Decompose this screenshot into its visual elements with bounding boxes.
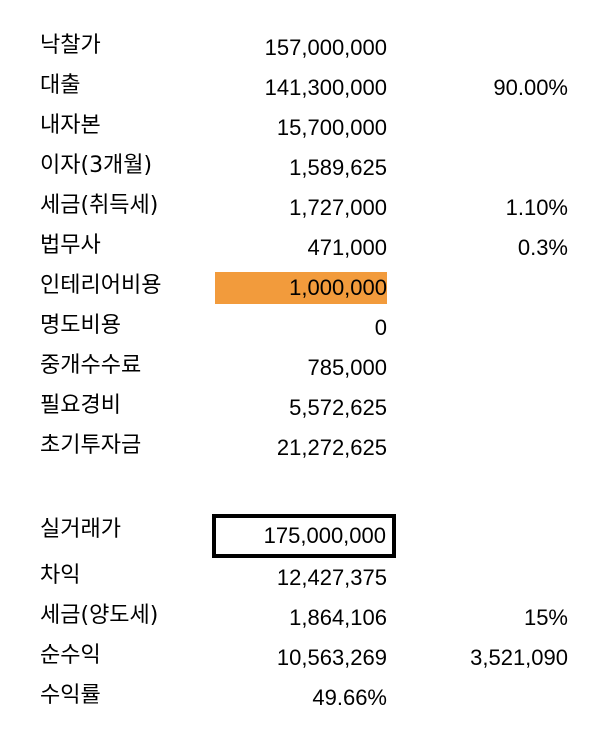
row-value-highlighted: 1,000,000 xyxy=(215,272,387,304)
row-extra: 3,521,090 xyxy=(470,645,568,670)
row-value: 1,727,000 xyxy=(289,195,387,220)
row-value: 12,427,375 xyxy=(276,565,387,590)
row-label: 내자본 xyxy=(40,113,101,138)
row-label: 인테리어비용 xyxy=(40,273,162,298)
row-value: 785,000 xyxy=(307,355,387,380)
row-value: 1,864,106 xyxy=(289,605,387,630)
row-value: 21,272,625 xyxy=(276,435,387,460)
row-return-rate: 수익률 49.66% xyxy=(0,676,590,716)
row-capital-gains-tax: 세금(양도세) 1,864,106 15% xyxy=(0,596,590,636)
row-acquisition-tax: 세금(취득세) 1,727,000 1.10% xyxy=(0,186,590,226)
row-extra: 1.10% xyxy=(505,195,568,220)
row-margin: 차익 12,427,375 xyxy=(0,556,590,596)
row-net-profit: 순수익 10,563,269 3,521,090 xyxy=(0,636,590,676)
row-value: 1,589,625 xyxy=(289,155,387,180)
row-value: 10,563,269 xyxy=(276,645,387,670)
row-value-selected-cell[interactable]: 175,000,000 xyxy=(212,514,396,558)
row-interior-cost: 인테리어비용 1,000,000 xyxy=(0,266,590,306)
row-label: 법무사 xyxy=(40,233,101,258)
row-winning-bid: 낙찰가 157,000,000 xyxy=(0,26,590,66)
row-own-capital: 내자본 15,700,000 xyxy=(0,106,590,146)
row-label: 대출 xyxy=(40,73,81,98)
row-value: 0 xyxy=(374,315,387,340)
row-loan: 대출 141,300,000 90.00% xyxy=(0,66,590,106)
row-market-price: 실거래가 175,000,000 xyxy=(0,510,590,558)
row-extra: 0.3% xyxy=(517,235,568,260)
row-initial-investment: 초기투자금 21,272,625 xyxy=(0,426,590,466)
row-label: 초기투자금 xyxy=(40,433,142,458)
row-label: 명도비용 xyxy=(40,313,121,338)
row-brokerage-fee: 중개수수료 785,000 xyxy=(0,346,590,386)
row-value: 157,000,000 xyxy=(264,35,387,60)
row-label: 차익 xyxy=(40,563,81,588)
row-label: 이자(3개월) xyxy=(40,153,153,178)
row-extra: 90.00% xyxy=(493,75,568,100)
row-label: 순수익 xyxy=(40,643,101,668)
row-label: 필요경비 xyxy=(40,393,121,418)
row-value: 15,700,000 xyxy=(276,115,387,140)
row-label: 수익률 xyxy=(40,683,101,708)
row-label: 세금(취득세) xyxy=(40,193,159,218)
row-label: 실거래가 xyxy=(40,517,121,542)
row-interest: 이자(3개월) 1,589,625 xyxy=(0,146,590,186)
row-extra: 15% xyxy=(523,605,568,630)
row-eviction-cost: 명도비용 0 xyxy=(0,306,590,346)
row-value: 141,300,000 xyxy=(264,75,387,100)
row-value: 5,572,625 xyxy=(289,395,387,420)
row-label: 중개수수료 xyxy=(40,353,142,378)
row-value: 49.66% xyxy=(312,685,387,710)
row-required-expenses: 필요경비 5,572,625 xyxy=(0,386,590,426)
row-label: 세금(양도세) xyxy=(40,603,159,628)
row-label: 낙찰가 xyxy=(40,33,101,58)
row-legal-fee: 법무사 471,000 0.3% xyxy=(0,226,590,266)
row-value: 471,000 xyxy=(307,235,387,260)
